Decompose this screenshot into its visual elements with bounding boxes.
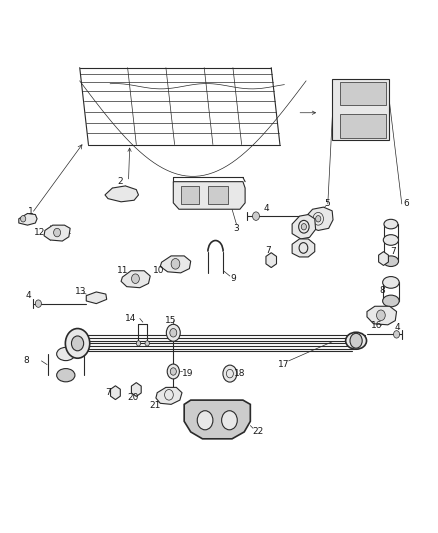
Text: 17: 17 xyxy=(278,360,289,369)
Circle shape xyxy=(167,364,180,379)
Ellipse shape xyxy=(346,332,367,349)
Text: 4: 4 xyxy=(25,291,31,300)
Circle shape xyxy=(223,365,237,382)
Circle shape xyxy=(136,341,141,346)
Text: 8: 8 xyxy=(379,286,385,295)
Text: 4: 4 xyxy=(263,204,269,213)
Polygon shape xyxy=(266,253,276,268)
Circle shape xyxy=(53,228,60,237)
Polygon shape xyxy=(105,186,138,202)
Circle shape xyxy=(197,411,213,430)
Polygon shape xyxy=(378,252,389,265)
Text: 12: 12 xyxy=(34,228,46,237)
Circle shape xyxy=(170,328,177,337)
Polygon shape xyxy=(131,383,141,397)
Bar xyxy=(332,79,389,140)
Text: 1: 1 xyxy=(28,207,34,216)
Ellipse shape xyxy=(57,368,75,382)
Polygon shape xyxy=(208,186,228,204)
Polygon shape xyxy=(156,387,182,405)
Polygon shape xyxy=(292,239,315,257)
Polygon shape xyxy=(292,215,316,239)
Text: 6: 6 xyxy=(403,199,409,208)
Text: 11: 11 xyxy=(117,266,128,275)
Text: 16: 16 xyxy=(371,321,382,330)
Ellipse shape xyxy=(57,348,75,361)
Polygon shape xyxy=(86,292,107,304)
Text: 10: 10 xyxy=(153,266,165,275)
Ellipse shape xyxy=(384,219,398,229)
Circle shape xyxy=(35,300,42,308)
Ellipse shape xyxy=(383,295,399,307)
Circle shape xyxy=(350,333,362,348)
Polygon shape xyxy=(304,207,333,230)
Circle shape xyxy=(71,336,84,351)
Text: 18: 18 xyxy=(234,369,246,378)
Circle shape xyxy=(301,223,307,230)
Circle shape xyxy=(377,310,385,320)
Text: 15: 15 xyxy=(165,316,176,325)
Polygon shape xyxy=(19,214,37,225)
Polygon shape xyxy=(173,182,245,209)
Text: 9: 9 xyxy=(230,273,236,282)
Circle shape xyxy=(145,341,149,346)
Circle shape xyxy=(222,411,237,430)
Circle shape xyxy=(166,324,180,341)
Circle shape xyxy=(393,330,399,338)
Circle shape xyxy=(253,212,259,220)
Text: 4: 4 xyxy=(395,323,400,332)
Ellipse shape xyxy=(383,235,399,245)
Text: 21: 21 xyxy=(149,401,160,410)
Text: 19: 19 xyxy=(182,369,194,378)
Text: 20: 20 xyxy=(127,393,138,402)
Polygon shape xyxy=(367,306,396,325)
Polygon shape xyxy=(184,400,251,439)
Text: 8: 8 xyxy=(24,357,29,366)
Text: 2: 2 xyxy=(117,177,123,186)
Bar xyxy=(340,115,386,138)
Circle shape xyxy=(65,328,90,358)
Circle shape xyxy=(21,216,26,222)
Polygon shape xyxy=(110,386,120,400)
Polygon shape xyxy=(44,225,70,241)
Circle shape xyxy=(171,259,180,269)
Text: 14: 14 xyxy=(125,314,137,323)
Ellipse shape xyxy=(383,277,399,288)
Bar xyxy=(340,82,386,105)
Text: 3: 3 xyxy=(233,224,239,233)
Ellipse shape xyxy=(383,256,399,266)
Polygon shape xyxy=(160,256,191,273)
Text: 7: 7 xyxy=(105,388,111,397)
Circle shape xyxy=(316,216,321,222)
Text: 13: 13 xyxy=(75,287,86,296)
Text: 7: 7 xyxy=(265,246,271,255)
Polygon shape xyxy=(181,186,199,204)
Circle shape xyxy=(170,368,177,375)
Text: 7: 7 xyxy=(390,247,396,256)
Circle shape xyxy=(131,274,139,284)
Text: 22: 22 xyxy=(253,427,264,437)
Polygon shape xyxy=(121,271,150,288)
Text: 5: 5 xyxy=(324,199,330,208)
